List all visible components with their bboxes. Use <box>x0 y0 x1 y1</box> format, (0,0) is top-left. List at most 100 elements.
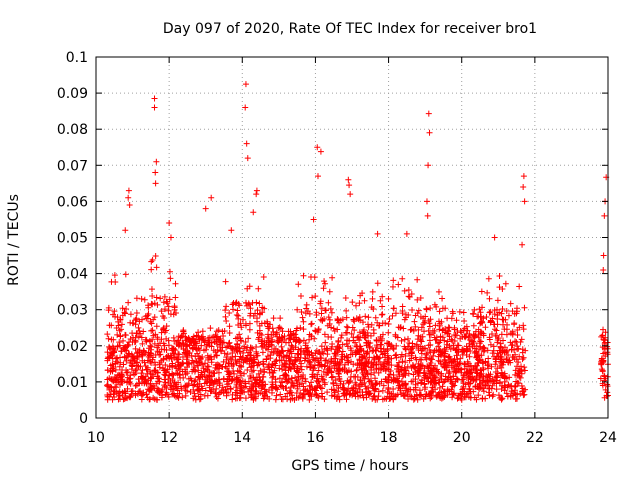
data-point <box>335 388 342 395</box>
data-point <box>223 356 230 363</box>
data-point <box>427 341 434 348</box>
data-point <box>137 387 144 394</box>
data-point <box>268 348 275 355</box>
data-point <box>430 365 437 372</box>
data-point <box>247 312 254 319</box>
data-point <box>603 393 610 400</box>
data-point <box>379 303 386 310</box>
data-point <box>167 311 174 318</box>
data-point <box>174 393 181 400</box>
data-point <box>470 322 477 329</box>
data-point <box>364 370 371 377</box>
data-point <box>494 297 501 304</box>
data-point <box>226 339 233 346</box>
data-point <box>135 333 142 340</box>
data-point <box>109 367 116 374</box>
data-point <box>343 314 350 321</box>
data-point <box>148 327 155 334</box>
data-point <box>435 288 442 295</box>
data-point <box>437 348 444 355</box>
data-point <box>445 324 452 331</box>
data-point <box>116 327 123 334</box>
data-point <box>221 350 228 357</box>
data-point <box>328 334 335 341</box>
data-point <box>491 321 498 328</box>
data-point <box>401 287 408 294</box>
data-point <box>329 274 336 281</box>
data-point <box>179 368 186 375</box>
data-point <box>253 387 260 394</box>
data-point <box>207 325 214 332</box>
data-point <box>486 295 493 302</box>
data-point <box>287 384 294 391</box>
data-point <box>454 395 461 402</box>
data-point <box>139 316 146 323</box>
data-point <box>257 330 264 337</box>
data-point <box>127 375 134 382</box>
data-point <box>365 384 372 391</box>
x-tick-label: 22 <box>526 430 544 446</box>
data-point <box>295 339 302 346</box>
data-point <box>318 310 325 317</box>
data-point <box>414 396 421 403</box>
data-point <box>294 385 301 392</box>
data-point <box>518 336 525 343</box>
data-point <box>416 356 423 363</box>
data-point <box>164 300 171 307</box>
data-point <box>477 309 484 316</box>
data-point <box>428 356 435 363</box>
data-point <box>309 374 316 381</box>
data-point <box>281 336 288 343</box>
data-point <box>489 315 496 322</box>
data-point <box>182 371 189 378</box>
data-point <box>436 339 443 346</box>
data-point <box>406 357 413 364</box>
data-point <box>244 367 251 374</box>
data-point <box>198 383 205 390</box>
data-point <box>328 309 335 316</box>
data-point <box>213 334 220 341</box>
data-point <box>362 383 369 390</box>
data-point <box>499 361 506 368</box>
data-point <box>126 339 133 346</box>
data-point <box>111 308 118 315</box>
data-point <box>162 391 169 398</box>
data-point <box>437 333 444 340</box>
data-point <box>475 392 482 399</box>
data-point <box>477 320 484 327</box>
data-point <box>459 390 466 397</box>
data-point <box>473 343 480 350</box>
data-point <box>385 329 392 336</box>
data-point <box>194 362 201 369</box>
data-point <box>398 351 405 358</box>
data-point <box>321 363 328 370</box>
data-point <box>317 148 324 155</box>
data-point <box>419 362 426 369</box>
data-point <box>320 368 327 375</box>
data-point <box>247 344 254 351</box>
data-point <box>485 355 492 362</box>
data-point <box>264 364 271 371</box>
data-point <box>512 367 519 374</box>
data-point <box>415 307 422 314</box>
data-point <box>478 288 485 295</box>
data-point <box>457 328 464 335</box>
data-point <box>600 266 607 273</box>
data-point <box>505 381 512 388</box>
data-point <box>382 365 389 372</box>
data-point <box>151 104 158 111</box>
data-point <box>410 378 417 385</box>
data-point <box>259 382 266 389</box>
data-point <box>506 374 513 381</box>
data-point <box>124 385 131 392</box>
data-point <box>118 373 125 380</box>
data-point <box>449 394 456 401</box>
data-point <box>125 299 132 306</box>
data-point <box>324 389 331 396</box>
data-point <box>412 354 419 361</box>
data-point <box>374 380 381 387</box>
data-point <box>405 286 412 293</box>
data-point <box>513 305 520 312</box>
data-point <box>191 393 198 400</box>
data-point <box>194 381 201 388</box>
